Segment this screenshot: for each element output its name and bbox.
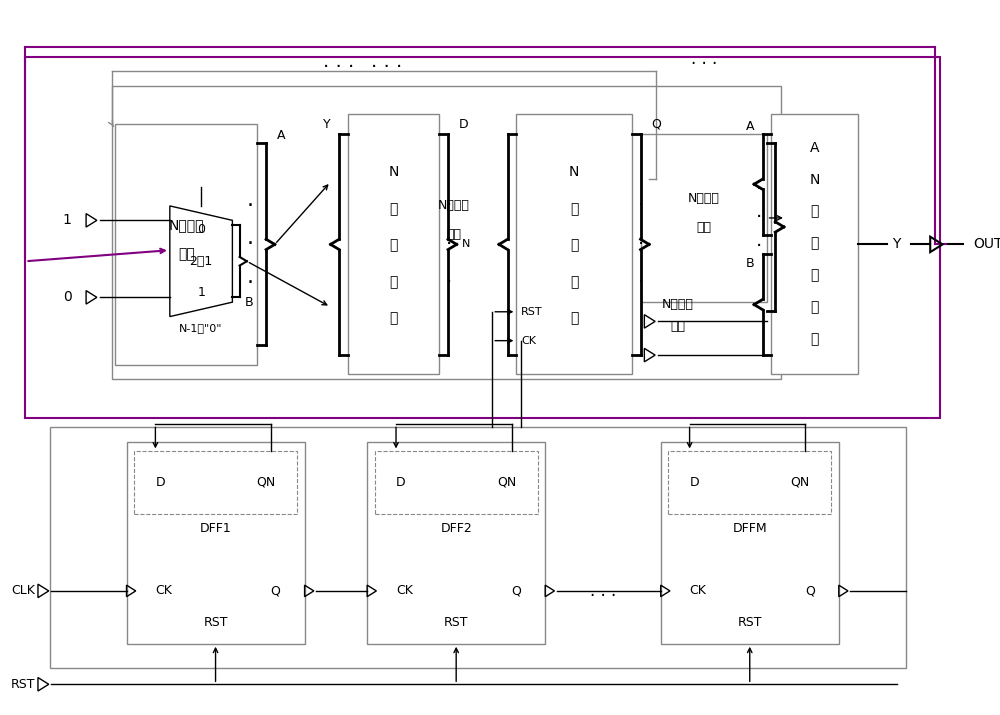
Text: 位: 位: [811, 204, 819, 219]
Text: B: B: [746, 257, 755, 270]
Text: . . .: . . .: [590, 582, 616, 600]
Text: 位: 位: [570, 202, 578, 216]
Text: N位计数: N位计数: [662, 297, 694, 310]
Text: A: A: [746, 119, 754, 132]
Text: N: N: [569, 165, 579, 179]
Text: 数据: 数据: [178, 247, 195, 261]
Text: RST: RST: [11, 678, 35, 691]
Text: DFFM: DFFM: [732, 522, 767, 535]
Text: 加: 加: [389, 238, 398, 252]
Bar: [134, 451, 297, 514]
Text: ·: ·: [446, 273, 452, 292]
Text: ·: ·: [638, 235, 645, 254]
Bar: [115, 124, 257, 365]
Text: OUT: OUT: [974, 237, 1000, 252]
Text: ·: ·: [638, 273, 645, 292]
Text: DFF1: DFF1: [200, 522, 231, 535]
Text: RST: RST: [737, 616, 762, 629]
Text: ·: ·: [638, 197, 645, 215]
Text: 存: 存: [570, 275, 578, 289]
Text: 0: 0: [197, 224, 205, 237]
Text: 器: 器: [389, 312, 398, 325]
Text: D: D: [155, 475, 165, 488]
Text: 辑: 辑: [811, 332, 819, 346]
Text: 寄: 寄: [570, 238, 578, 252]
Text: 位: 位: [389, 202, 398, 216]
Text: 目标: 目标: [671, 320, 686, 332]
Text: 器: 器: [570, 312, 578, 325]
Text: N: N: [388, 165, 399, 179]
Text: ·: ·: [246, 196, 253, 216]
Text: N: N: [462, 240, 470, 250]
Text: 1: 1: [63, 213, 72, 227]
Text: B: B: [244, 296, 253, 309]
Text: Y: Y: [323, 117, 331, 131]
Text: N位加法: N位加法: [438, 199, 470, 212]
Bar: [50, 428, 906, 668]
Text: ·: ·: [446, 235, 452, 254]
Text: N: N: [810, 173, 820, 187]
Text: 2选1: 2选1: [189, 255, 213, 267]
Text: QN: QN: [497, 475, 516, 488]
Bar: [127, 442, 305, 644]
Text: . . .: . . .: [323, 52, 354, 71]
Bar: [367, 442, 545, 644]
Bar: [668, 451, 831, 514]
Bar: [375, 451, 538, 514]
Text: D: D: [459, 117, 468, 131]
Text: ·: ·: [246, 235, 253, 255]
Text: ·: ·: [246, 273, 253, 293]
Text: DFF2: DFF2: [440, 522, 472, 535]
Text: D: D: [396, 475, 406, 488]
Bar: [771, 114, 858, 375]
Text: ·: ·: [756, 237, 762, 256]
Text: 数据: 数据: [697, 221, 712, 234]
Text: 法: 法: [389, 275, 398, 289]
Text: ·: ·: [756, 209, 762, 227]
Text: QN: QN: [791, 475, 810, 488]
Bar: [641, 134, 767, 302]
Text: 较: 较: [811, 268, 819, 282]
Text: QN: QN: [256, 475, 276, 488]
Text: CK: CK: [521, 335, 536, 345]
Text: A: A: [810, 141, 819, 155]
Text: A: A: [277, 129, 285, 142]
Bar: [25, 56, 940, 418]
Text: Q: Q: [511, 584, 521, 598]
Bar: [661, 442, 839, 644]
Text: CK: CK: [396, 584, 413, 598]
Text: CK: CK: [155, 584, 172, 598]
Text: 0: 0: [63, 290, 72, 305]
Bar: [348, 114, 439, 375]
Text: . . .: . . .: [371, 52, 402, 71]
Text: RST: RST: [203, 616, 228, 629]
Text: RST: RST: [521, 307, 543, 317]
Text: D: D: [690, 475, 699, 488]
Text: 逻: 逻: [811, 300, 819, 314]
Text: . . .: . . .: [691, 49, 717, 68]
Text: ·: ·: [756, 179, 762, 199]
Text: Q: Q: [805, 584, 815, 598]
Text: 比: 比: [811, 237, 819, 250]
Text: Q: Q: [651, 117, 661, 131]
Text: N位寄存: N位寄存: [688, 192, 720, 205]
Text: Q: Q: [271, 584, 281, 598]
Text: 结果: 结果: [446, 228, 461, 241]
Text: CK: CK: [690, 584, 706, 598]
Text: 1: 1: [197, 286, 205, 299]
Text: N位寄存: N位寄存: [168, 218, 204, 232]
Bar: [112, 86, 781, 379]
Bar: [516, 114, 632, 375]
Text: N-1位"0": N-1位"0": [179, 323, 223, 333]
Text: ·: ·: [446, 197, 452, 215]
Text: RST: RST: [444, 616, 468, 629]
Text: Y: Y: [892, 237, 900, 252]
Text: CLK: CLK: [11, 584, 35, 598]
